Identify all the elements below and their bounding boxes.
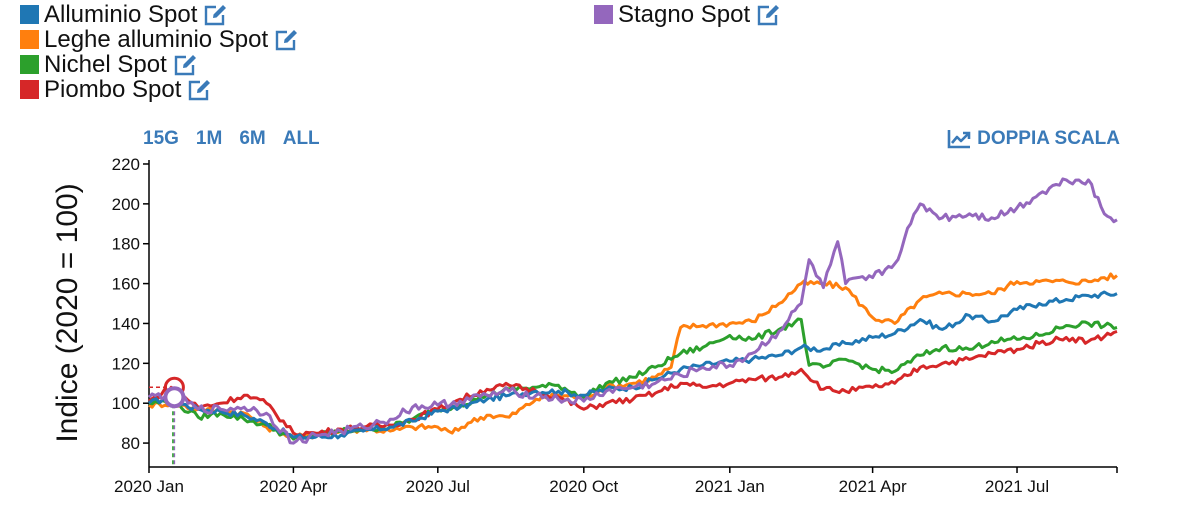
- dual-scale-label: DOPPIA SCALA: [977, 128, 1120, 149]
- y-axis: 80 100 120 140 160 180 200 220: [112, 155, 150, 467]
- legend-swatch: [20, 5, 39, 24]
- series-layer: [147, 177, 1118, 445]
- legend-label: Piombo Spot: [44, 75, 182, 103]
- y-tick-label: 180: [112, 235, 140, 254]
- legend-item-alluminio[interactable]: Alluminio Spot: [20, 0, 300, 28]
- series-line: [148, 272, 1118, 440]
- edit-icon[interactable]: [173, 53, 199, 77]
- y-tick-label: 140: [112, 314, 140, 333]
- dual-scale-button[interactable]: DOPPIA SCALA: [947, 128, 1120, 150]
- y-tick-label: 200: [112, 195, 140, 214]
- legend-label: Alluminio Spot: [44, 0, 198, 28]
- series-line: [148, 329, 1118, 438]
- cursor-point: [163, 386, 186, 409]
- x-tick-label: 2021 Jan: [695, 477, 765, 496]
- x-tick-label: 2020 Apr: [259, 477, 327, 496]
- legend-label: Leghe alluminio Spot: [44, 25, 269, 53]
- range-button-1m[interactable]: 1M: [195, 128, 223, 149]
- y-tick-label: 120: [112, 354, 140, 373]
- legend-left: Alluminio Spot Leghe alluminio Spot Nich…: [20, 0, 300, 103]
- legend-item-nichel[interactable]: Nichel Spot: [20, 50, 300, 78]
- line-chart-icon: [947, 130, 971, 149]
- y-tick-label: 220: [112, 155, 140, 174]
- legend-item-stagno[interactable]: Stagno Spot: [594, 0, 782, 28]
- legend-swatch: [594, 5, 613, 24]
- legend-item-leghe-alluminio[interactable]: Leghe alluminio Spot: [20, 25, 300, 53]
- hover-cursor: [149, 376, 186, 467]
- cursor-point: [163, 376, 185, 398]
- x-tick-label: 2021 Apr: [839, 477, 907, 496]
- y-tick-label: 160: [112, 275, 140, 294]
- legend-swatch: [20, 80, 39, 99]
- edit-icon[interactable]: [274, 28, 300, 52]
- y-axis-label: Indice (2020 = 100): [51, 183, 84, 442]
- series-line: [148, 317, 1118, 441]
- x-tick-label: 2021 Jul: [985, 477, 1049, 496]
- range-button-all[interactable]: ALL: [282, 128, 320, 149]
- x-tick-label: 2020 Jan: [114, 477, 184, 496]
- legend-swatch: [20, 30, 39, 49]
- legend-right: Stagno Spot: [594, 0, 782, 28]
- x-tick-label: 2020 Oct: [549, 477, 618, 496]
- range-selector: 15G 1M 6M ALL: [143, 128, 320, 150]
- legend-label: Stagno Spot: [618, 0, 751, 28]
- x-tick-label: 2020 Jul: [406, 477, 470, 496]
- legend-swatch: [20, 55, 39, 74]
- y-tick-label: 80: [121, 434, 140, 453]
- edit-icon[interactable]: [187, 78, 213, 102]
- edit-icon[interactable]: [203, 3, 229, 27]
- series-line: [147, 290, 1118, 440]
- y-tick-label: 100: [112, 394, 140, 413]
- range-button-15g[interactable]: 15G: [143, 128, 179, 149]
- edit-icon[interactable]: [756, 3, 782, 27]
- legend-item-piombo[interactable]: Piombo Spot: [20, 75, 300, 103]
- x-axis: 2020 Jan 2020 Apr 2020 Jul 2020 Oct 2021 Jan…: [114, 466, 1118, 496]
- series-line: [147, 177, 1118, 445]
- range-button-6m[interactable]: 6M: [239, 128, 266, 149]
- legend-label: Nichel Spot: [44, 50, 167, 78]
